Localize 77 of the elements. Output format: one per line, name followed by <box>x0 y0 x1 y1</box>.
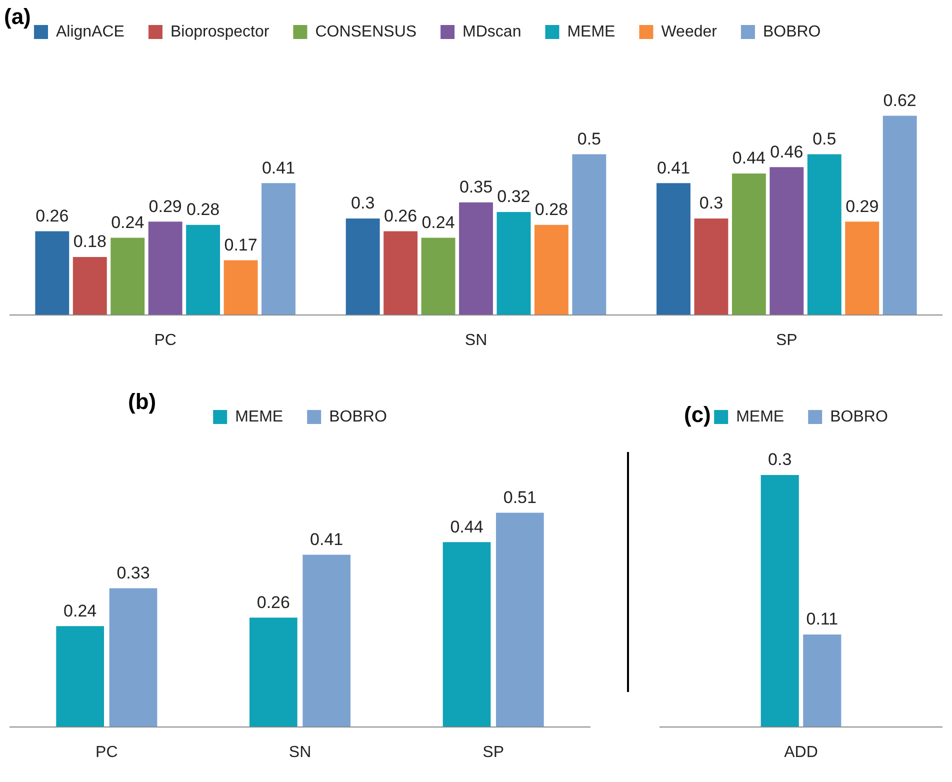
legend-label: CONSENSUS <box>315 23 417 40</box>
data-label: 0.29 <box>846 196 879 216</box>
data-label: 0.51 <box>503 488 536 507</box>
data-label: 0.24 <box>111 212 144 232</box>
data-label: 0.44 <box>450 517 484 536</box>
data-label: 0.28 <box>534 200 568 220</box>
legend-label: MEME <box>235 408 284 426</box>
legend-label: BOBRO <box>830 408 888 426</box>
legend-label: Bioprospector <box>170 23 270 40</box>
data-label: 0.3 <box>768 450 792 470</box>
x-tick-label: ADD <box>784 744 818 761</box>
chart-title: (a) <box>4 4 31 30</box>
data-label: 0.24 <box>64 601 97 620</box>
x-tick-label: SP <box>482 744 504 761</box>
data-label: 0.41 <box>262 158 296 178</box>
legend-label: BOBRO <box>329 408 387 426</box>
bar <box>442 542 491 727</box>
bar <box>224 260 258 315</box>
bar <box>572 154 606 315</box>
bar <box>109 588 158 727</box>
bar <box>845 222 880 315</box>
bar <box>72 256 107 315</box>
data-label: 0.33 <box>116 563 150 582</box>
x-tick-label: SN <box>464 332 488 349</box>
bar <box>186 224 220 315</box>
bar <box>496 512 544 727</box>
chart-title: (c) <box>684 402 711 428</box>
bar <box>459 202 493 315</box>
legend-label: Weeder <box>661 23 718 40</box>
data-label: 0.3 <box>351 194 375 213</box>
bar <box>732 173 766 315</box>
data-label: 0.44 <box>732 148 766 168</box>
bar <box>35 231 70 315</box>
bar <box>110 238 145 315</box>
legend-label: AlignACE <box>56 23 124 40</box>
data-label: 0.26 <box>256 592 290 612</box>
data-label: 0.18 <box>73 232 106 252</box>
data-label: 0.41 <box>656 158 690 178</box>
data-label: 0.26 <box>384 206 418 226</box>
data-label: 0.29 <box>148 196 182 216</box>
chart-title: (b) <box>128 389 156 415</box>
data-label: 0.35 <box>459 178 493 197</box>
bar <box>56 626 104 727</box>
x-tick-label: SP <box>776 332 798 349</box>
data-label: 0.32 <box>497 187 530 206</box>
bar <box>421 238 456 315</box>
data-label: 0.62 <box>883 90 916 110</box>
data-label: 0.46 <box>770 142 804 162</box>
data-label: 0.24 <box>422 212 455 232</box>
bar <box>148 222 182 315</box>
bar <box>534 224 568 315</box>
data-label: 0.11 <box>806 610 838 629</box>
data-label: 0.3 <box>699 194 724 213</box>
data-label: 0.41 <box>310 530 344 549</box>
bar <box>694 218 728 315</box>
data-label: 0.17 <box>224 235 258 254</box>
bar <box>656 183 690 315</box>
bar <box>496 212 531 315</box>
x-tick-label: PC <box>96 744 118 761</box>
data-label: 0.5 <box>577 129 601 148</box>
bar <box>262 183 296 315</box>
bar <box>302 554 351 727</box>
data-label: 0.5 <box>812 129 836 148</box>
legend-label: BOBRO <box>762 23 821 40</box>
x-tick-label: SN <box>288 744 312 761</box>
bar <box>346 218 380 315</box>
data-label: 0.26 <box>36 206 69 226</box>
bar <box>384 231 418 315</box>
legend-label: MEME <box>736 408 784 426</box>
legend-label: MEME <box>567 23 616 40</box>
bar <box>882 116 917 315</box>
legend-label: MDscan <box>462 23 522 40</box>
data-label: 0.28 <box>186 200 220 220</box>
bar <box>807 154 842 315</box>
bar <box>770 167 804 315</box>
x-tick-label: PC <box>154 332 176 349</box>
bar <box>249 618 298 727</box>
